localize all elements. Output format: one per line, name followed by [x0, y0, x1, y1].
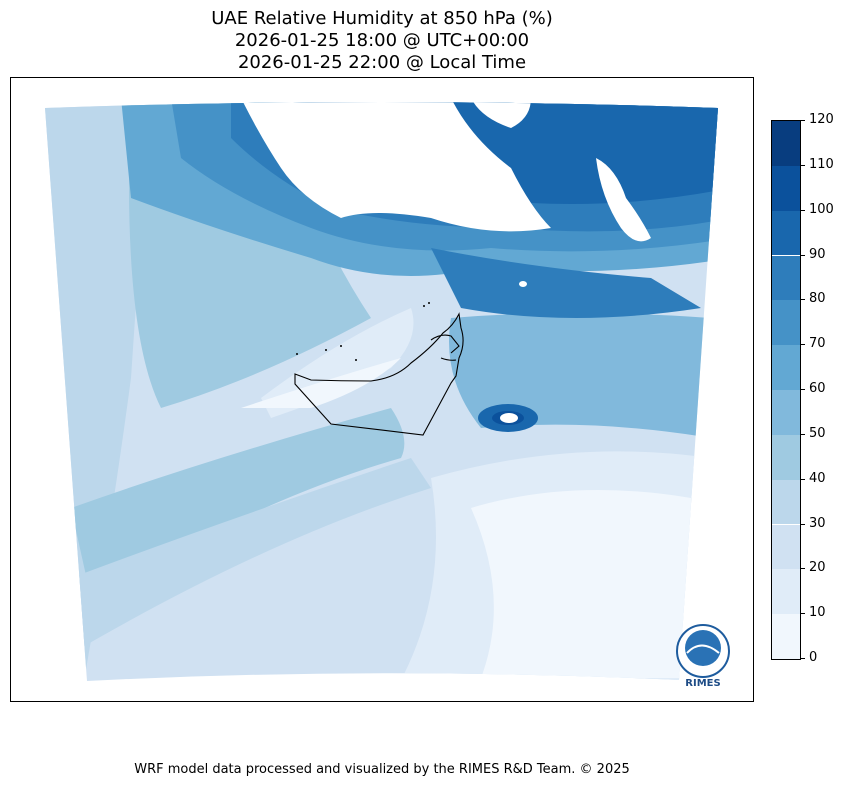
- colorbar-segment: [772, 479, 800, 525]
- colorbar-tick: [800, 433, 805, 435]
- map-frame: RIMES: [10, 77, 754, 702]
- colorbar-segment: [772, 390, 800, 435]
- colorbar-segment: [772, 165, 800, 211]
- colorbar-tick-label: 40: [809, 470, 826, 486]
- colorbar-segment: [772, 434, 800, 480]
- colorbar-tick: [800, 299, 805, 301]
- islands: [296, 302, 430, 361]
- colorbar-tick-label: 0: [809, 650, 818, 665]
- colorbar-tick: [800, 478, 805, 480]
- colorbar-tick-label: 70: [809, 336, 826, 352]
- colorbar: [771, 120, 801, 660]
- footer-credit: WRF model data processed and visualized …: [134, 762, 630, 777]
- colorbar-tick-label: 20: [809, 560, 826, 576]
- colorbar-tick-label: 10: [809, 605, 826, 621]
- colorbar-tick: [800, 344, 805, 346]
- humidity-map: RIMES: [45, 102, 730, 689]
- colorbar-segment: [772, 524, 800, 570]
- map-subtitle-local: 2026-01-25 22:00 @ Local Time: [237, 52, 527, 73]
- rimes-logo: RIMES: [676, 624, 730, 689]
- map-title: UAE Relative Humidity at 850 hPa (%): [211, 8, 553, 29]
- colorbar-tick-label: 60: [809, 381, 826, 396]
- colorbar-tick: [800, 658, 805, 659]
- colorbar-segment: [772, 121, 800, 166]
- map-subtitle-utc: 2026-01-25 18:00 @ UTC+00:00: [234, 30, 530, 51]
- colorbar-segment: [772, 210, 800, 256]
- colorbar-tick-label: 100: [809, 201, 834, 217]
- humidity-field: [45, 102, 718, 681]
- colorbar-tick: [800, 523, 805, 525]
- colorbar-tick: [800, 568, 805, 570]
- colorbar-tick: [800, 164, 805, 166]
- colorbar-segment: [772, 569, 800, 615]
- colorbar-tick-label: 30: [809, 515, 826, 531]
- colorbar-segment: [772, 614, 800, 659]
- colorbar-tick: [800, 389, 805, 390]
- colorbar-segment: [772, 300, 800, 346]
- colorbar-segment: [772, 345, 800, 390]
- colorbar-tick-label: 90: [809, 246, 826, 262]
- country-outline: [294, 312, 464, 436]
- colorbar-tick-label: 50: [809, 425, 826, 441]
- colorbar-tick: [800, 254, 805, 256]
- colorbar-tick: [800, 120, 805, 121]
- colorbar-tick: [800, 613, 805, 615]
- colorbar-tick-label: 80: [809, 291, 826, 307]
- logo-text: RIMES: [685, 678, 720, 689]
- colorbar-tick-label: 120: [809, 112, 834, 127]
- colorbar-segment: [772, 255, 800, 301]
- colorbar-tick-label: 110: [809, 156, 834, 172]
- colorbar-tick: [800, 209, 805, 211]
